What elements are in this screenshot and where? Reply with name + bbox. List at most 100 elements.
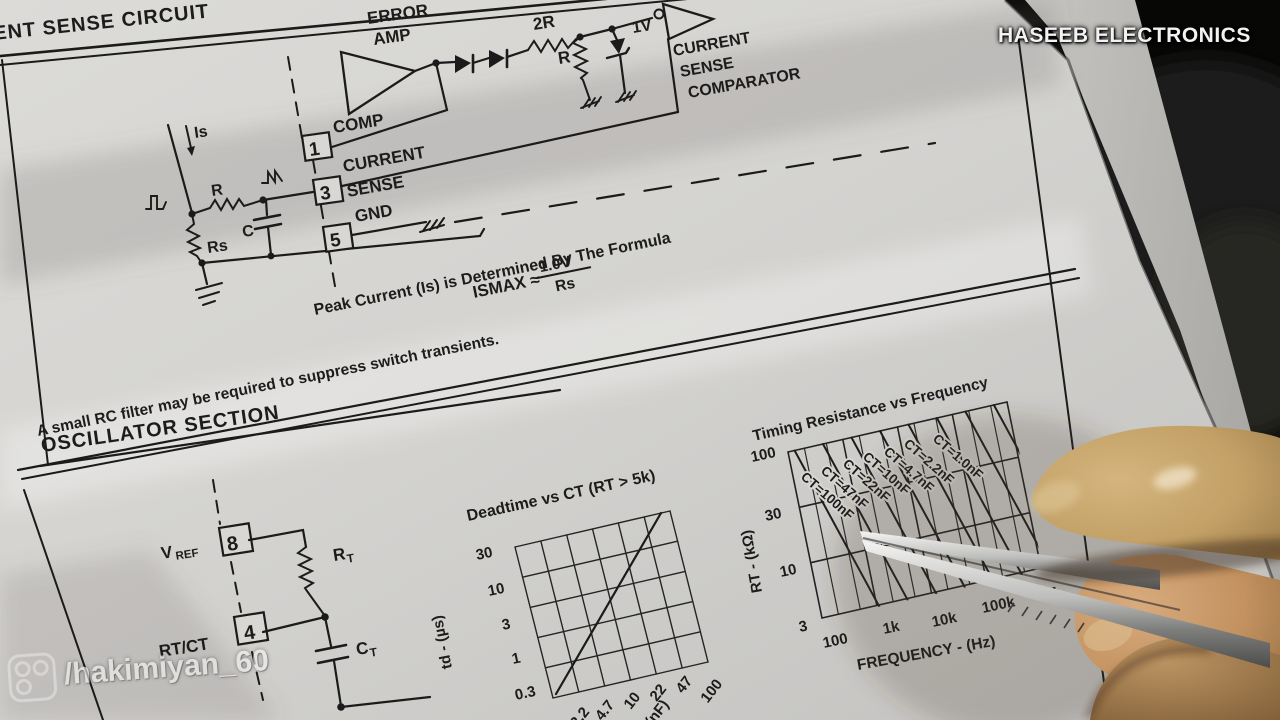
box-left-border — [1, 59, 49, 466]
heading-rule — [0, 0, 608, 58]
thumb — [1032, 425, 1280, 560]
switch-waveform — [145, 195, 167, 210]
comparator-inverting-bubble — [653, 8, 665, 20]
vref-main: V — [160, 542, 175, 563]
box-bottom-border2 — [21, 277, 1080, 480]
box-bottom-border — [16, 267, 1077, 472]
wire — [264, 198, 269, 217]
pin3-box — [311, 174, 345, 206]
zener-bar — [605, 46, 631, 60]
ground-symbol — [615, 90, 637, 103]
deadtime-xtick: 22 — [646, 681, 670, 705]
finger-crease — [1084, 645, 1211, 720]
bottom-rail — [200, 227, 486, 265]
channel-watermark: HASEEB ELECTRONICS — [998, 24, 1251, 47]
heading-rule — [38, 388, 562, 468]
hand — [835, 415, 1280, 720]
box-top-border — [0, 0, 688, 67]
box-left-border — [23, 489, 104, 720]
comparator-triangle — [661, 2, 717, 41]
deadtime-ytick: 3 — [500, 616, 512, 634]
is-arrowhead — [187, 146, 195, 156]
deadtime-curve — [554, 511, 663, 696]
ct-label: C T — [355, 638, 379, 660]
ground-symbol — [580, 96, 602, 109]
amp-output-wire — [330, 61, 449, 149]
wire — [471, 56, 491, 65]
wire — [332, 659, 343, 708]
pin4-box — [232, 611, 270, 646]
rt-label: R T — [332, 544, 356, 566]
deadtime-ytick: 0.3 — [513, 683, 537, 704]
wire — [261, 190, 315, 202]
resistor-r-left — [191, 196, 264, 215]
current-sense-wire — [340, 110, 680, 188]
wire — [610, 16, 654, 31]
cap-c-label: C — [241, 222, 255, 241]
formula-denominator: Rs — [554, 275, 577, 296]
deadtime-grid — [514, 510, 709, 699]
lower-finger — [1090, 636, 1280, 720]
deadtime-xtick: 10 — [620, 689, 644, 713]
middle-fingernail — [1083, 616, 1133, 652]
cap-plate — [316, 655, 350, 665]
bottom-rail — [339, 695, 432, 709]
resistor-2r-label: 2R — [532, 12, 556, 34]
tweezers-seam — [862, 537, 1181, 611]
timing-xtick: 100 — [821, 630, 849, 652]
ground-symbol — [195, 282, 223, 306]
zener-diode — [610, 38, 625, 54]
wire — [323, 615, 333, 648]
ct-sub: T — [369, 645, 379, 660]
deadtime-ytick: 10 — [486, 580, 506, 600]
ic-boundary-dashed — [212, 479, 221, 525]
thumb-tip-highlight — [1030, 481, 1080, 513]
ic-boundary-dashed — [251, 651, 264, 701]
tweezers-serration — [1007, 602, 1085, 633]
resistor-r — [571, 36, 591, 101]
sense-waveform — [261, 167, 283, 186]
resistor-r-label: R — [557, 47, 572, 68]
wire — [618, 53, 627, 95]
deadtime-ytick: 1 — [510, 650, 522, 668]
finger-gap-shadow — [1035, 538, 1280, 582]
deadtime-xtick: 47 — [672, 673, 696, 697]
is-arrow — [185, 125, 192, 149]
boundary-dashed-long — [453, 141, 937, 224]
resistor-rs — [185, 213, 203, 263]
timing-ytick: 3 — [797, 618, 809, 636]
cap-plate — [314, 643, 348, 653]
wire — [434, 60, 457, 65]
paper-shade-band — [0, 0, 1062, 285]
pin4-number: 4 — [242, 621, 257, 645]
wire — [266, 225, 273, 257]
timing-ytick: 30 — [763, 505, 783, 525]
pin1-box — [300, 130, 334, 162]
wire — [578, 27, 614, 39]
drain-wire — [166, 123, 194, 215]
formula-numerator: 1.0V — [538, 253, 573, 276]
tweezers-lower-arm — [862, 540, 1270, 668]
diode2 — [489, 50, 505, 68]
thumb-highlight — [1153, 466, 1197, 490]
ic-boundary-dashed — [230, 561, 242, 613]
camera-icon — [6, 651, 58, 704]
resistor-rt — [296, 546, 326, 617]
pin8-number: 8 — [225, 532, 239, 555]
wire — [505, 48, 530, 59]
ic-boundary-dashed — [287, 56, 303, 139]
timing-ytick: 100 — [749, 444, 777, 466]
rt-sub: T — [346, 551, 356, 566]
pin3-number: 3 — [319, 183, 332, 205]
wire — [261, 615, 327, 634]
timing-ytick: 10 — [778, 561, 798, 581]
wire — [610, 27, 619, 42]
wire — [247, 528, 308, 549]
ground-symbol — [419, 217, 445, 233]
resistor-rs-label: Rs — [206, 237, 229, 257]
paper-behind-edge — [1025, 0, 1280, 625]
social-handle: /hakimiyan_60 — [62, 643, 270, 692]
is-label: Is — [193, 123, 209, 142]
